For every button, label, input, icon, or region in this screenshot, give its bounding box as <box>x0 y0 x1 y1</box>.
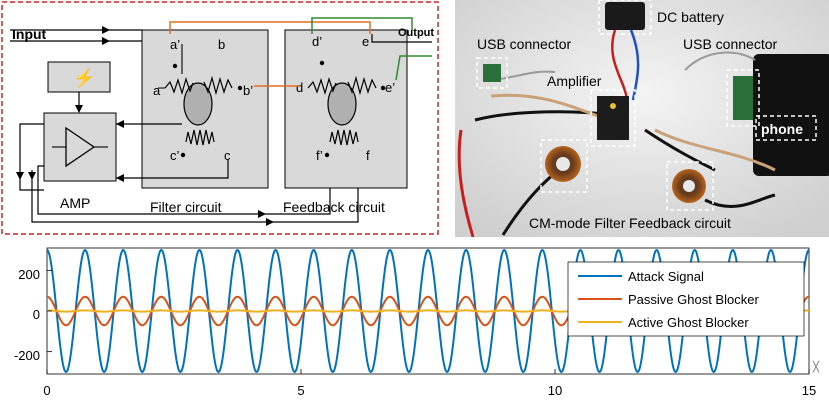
y-tick-label-0: 0 <box>33 307 40 322</box>
wire-left-loop-2 <box>31 170 359 223</box>
arrow-amp-top <box>116 120 124 128</box>
x-axis-overflow-marker: ╳ <box>812 360 820 373</box>
feedback-core <box>327 82 357 126</box>
feedback-dot-3 <box>324 152 330 158</box>
feedback-terminal-e: e <box>362 34 369 49</box>
filter-terminal-b-prime: b’ <box>243 83 253 98</box>
legend: Attack Signal Passive Ghost Blocker Acti… <box>567 261 805 337</box>
usb-connector-left-box <box>476 57 508 89</box>
hardware-photo: phone DC battery USB connector USB conne… <box>455 0 829 237</box>
feedback-terminal-d-prime: d’ <box>312 34 322 49</box>
amp-label: AMP <box>60 195 90 211</box>
cm-filter-toroid-hole <box>556 157 570 171</box>
feedback-dot-1 <box>319 60 325 66</box>
phone-label: phone <box>761 121 803 137</box>
usb-connector-right-label: USB connector <box>683 36 777 52</box>
phone-label-box <box>755 115 817 141</box>
filter-circuit-label: Filter circuit <box>150 199 222 215</box>
filter-coil-right <box>203 75 233 96</box>
grey-cable <box>494 51 756 81</box>
cm-filter-label: CM-mode Filter <box>529 215 626 231</box>
battery-body <box>605 2 645 30</box>
y-tick-label-neg200: -200 <box>14 348 40 363</box>
feedback-box <box>666 161 714 211</box>
legend-label-passive: Passive Ghost Blocker <box>628 292 759 307</box>
red-wire-battery <box>611 29 629 101</box>
output-label: Output <box>398 27 434 39</box>
dc-battery-label: DC battery <box>657 9 724 25</box>
usb-connector-left-board <box>483 64 501 82</box>
power-block <box>47 61 111 93</box>
feedback-toroid-hole <box>683 180 695 192</box>
filter-lead-a <box>158 44 183 89</box>
feedback-terminal-d: d <box>296 80 303 95</box>
filter-terminal-c: c <box>224 148 231 163</box>
usb-connector-right-board <box>733 76 753 120</box>
feedback-coil-left <box>307 76 337 96</box>
arrow-left-loop-2 <box>28 172 36 180</box>
feedback-circuit-photo-label: Feedback circuit <box>629 215 731 231</box>
filter-terminal-a: a <box>153 83 161 98</box>
x-tick-label-10: 10 <box>548 383 562 398</box>
circuit-diagram: Input a’ b a b’ c’ c Filter circuit d’ e… <box>0 0 440 238</box>
wire-amp-to-filter-bottom <box>116 160 229 179</box>
feedback-coil-bottom <box>329 129 359 146</box>
usb-connector-left-label: USB connector <box>477 36 571 52</box>
arrow-amp-bottom <box>116 174 124 182</box>
filter-dot-1 <box>172 63 178 69</box>
legend-label-attack: Attack Signal <box>628 269 704 284</box>
lightning-icon: ⚡ <box>73 67 95 89</box>
x-tick-label-5: 5 <box>297 383 304 398</box>
amplifier-board <box>597 96 629 140</box>
amplifier-label: Amplifier <box>547 73 602 89</box>
axis-layer <box>46 269 810 374</box>
diagram-frame <box>1 1 439 235</box>
x-tick-label-15: 15 <box>802 383 816 398</box>
orange-wire-top <box>169 21 371 34</box>
series-line-0 <box>46 248 810 373</box>
battery-box <box>598 0 652 35</box>
black-wire-3 <box>644 128 716 172</box>
power-arrow <box>75 105 83 113</box>
feedback-circuit-label: Feedback circuit <box>283 199 385 215</box>
filter-coil-bottom <box>185 129 215 146</box>
y-tick-label-200: 200 <box>18 267 40 282</box>
green-wire-out <box>395 55 432 81</box>
legend-label-active: Active Ghost Blocker <box>628 315 749 330</box>
arrow-bottom-return-2 <box>266 218 274 226</box>
feedback-coil-right <box>347 75 377 96</box>
phone-box <box>726 69 760 127</box>
feedback-terminal-f-prime: f’ <box>316 148 323 163</box>
arrow-left-loop-1 <box>16 172 24 180</box>
blue-wire-battery <box>629 29 640 101</box>
filter-terminal-a-prime: a’ <box>170 37 180 52</box>
amplifier-led <box>610 103 616 109</box>
cm-filter-box <box>540 139 588 193</box>
circuit-diagram-svg: Input a’ b a b’ c’ c Filter circuit d’ e… <box>1 1 439 235</box>
filter-terminal-b: b <box>218 37 225 52</box>
output-wire <box>371 34 432 43</box>
filter-dot-2 <box>237 85 243 91</box>
input-label: Input <box>12 26 47 42</box>
green-wire-top <box>311 17 413 34</box>
filter-coil-left <box>164 76 194 96</box>
red-wire-left <box>457 129 475 237</box>
signal-chart-svg: 0 5 10 15 200 0 -200 Attack Signal Passi… <box>14 247 820 398</box>
wire-bottom-return <box>37 165 331 215</box>
hardware-photo-svg: phone DC battery USB connector USB conne… <box>455 0 829 237</box>
filter-core <box>183 82 213 126</box>
phone-body <box>753 54 829 176</box>
input-arrow-top <box>102 26 110 34</box>
arrow-bottom-return-1 <box>258 210 266 218</box>
x-tick-label-0: 0 <box>43 383 50 398</box>
feedback-terminal-f: f <box>366 148 370 163</box>
feedback-terminal-e-prime: e’ <box>385 80 395 95</box>
feedback-dot-2 <box>380 85 386 91</box>
amplifier-box <box>590 89 636 147</box>
input-arrow-bottom <box>102 37 110 45</box>
filter-terminal-c-prime: c’ <box>170 148 180 163</box>
signal-chart: 0 5 10 15 200 0 -200 Attack Signal Passi… <box>0 240 829 400</box>
filter-dot-3 <box>180 152 186 158</box>
